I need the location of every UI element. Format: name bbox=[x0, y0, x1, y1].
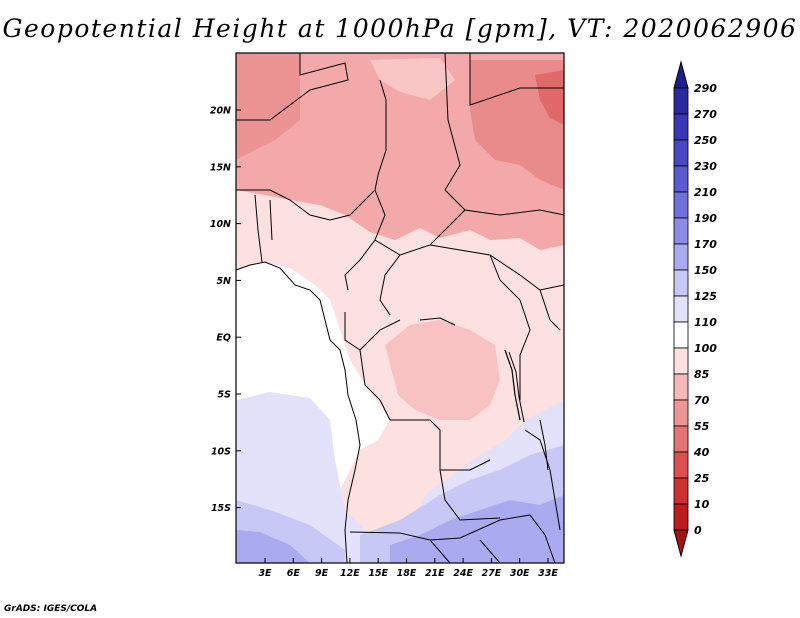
colorbar-label: 150 bbox=[694, 264, 717, 277]
lat-label: 10S bbox=[211, 446, 231, 457]
colorbar-label: 85 bbox=[694, 368, 710, 381]
height-field-shading bbox=[236, 53, 564, 563]
country-borders bbox=[236, 53, 564, 563]
lat-label: 15S bbox=[211, 503, 231, 514]
chart-title: Geopotential Height at 1000hPa [gpm], VT… bbox=[2, 14, 798, 43]
colorbar-label: 0 bbox=[694, 524, 702, 537]
colorbar-bin bbox=[673, 477, 689, 505]
colorbar-bin bbox=[673, 321, 689, 349]
coastline bbox=[236, 261, 549, 563]
lon-label: 12E bbox=[340, 568, 360, 579]
lon-label: 18E bbox=[397, 568, 417, 579]
colorbar-bin bbox=[673, 269, 689, 297]
colorbar-label: 100 bbox=[694, 342, 717, 355]
colorbar-bin bbox=[673, 217, 689, 245]
map-frame bbox=[235, 52, 565, 564]
colorbar-top-arrow bbox=[673, 60, 689, 89]
lon-label: 9E bbox=[315, 568, 329, 579]
field-40-northeast bbox=[535, 70, 564, 125]
lon-label: 3E bbox=[258, 568, 272, 579]
field-85-north-patch bbox=[370, 58, 455, 100]
colorbar-label: 55 bbox=[694, 420, 710, 433]
lat-label: 5S bbox=[218, 390, 232, 401]
lon-label: 6E bbox=[287, 568, 301, 579]
lat-label: 10N bbox=[210, 219, 231, 230]
longitude-axis: 3E 6E 9E 12E 15E 18E 21E 24E 27E 30E 33E bbox=[258, 558, 558, 579]
field-55-north bbox=[236, 53, 300, 160]
latitude-axis: 20N 15N 10N 5N EQ 5S 10S 15S bbox=[210, 106, 241, 514]
colorbar-bin bbox=[673, 451, 689, 479]
colorbar-bin bbox=[673, 347, 689, 375]
lon-label: 24E bbox=[453, 568, 473, 579]
colorbar-bin bbox=[673, 295, 689, 323]
colorbar-label: 70 bbox=[694, 394, 710, 407]
colorbar-bin bbox=[673, 373, 689, 401]
colorbar-bin bbox=[673, 113, 689, 141]
colorbar-bin bbox=[673, 87, 689, 115]
colorbar-label: 10 bbox=[694, 498, 710, 511]
lat-label: 5N bbox=[216, 276, 231, 287]
colorbar-bin bbox=[673, 139, 689, 167]
colorbar-bottom-arrow bbox=[673, 529, 689, 558]
colorbar-label: 270 bbox=[694, 108, 717, 121]
lat-label: EQ bbox=[216, 333, 231, 344]
colorbar-bin bbox=[673, 165, 689, 193]
colorbar-label: 230 bbox=[694, 160, 717, 173]
colorbar-label: 110 bbox=[694, 316, 717, 329]
colorbar-bin bbox=[673, 243, 689, 271]
colorbar-label: 25 bbox=[694, 472, 710, 485]
lon-label: 30E bbox=[510, 568, 530, 579]
colorbar-bin bbox=[673, 191, 689, 219]
lon-label: 33E bbox=[538, 568, 558, 579]
colorbar: 2902702502302101901701501251101008570554… bbox=[673, 60, 717, 558]
colorbar-label: 190 bbox=[694, 212, 717, 225]
colorbar-bin bbox=[673, 425, 689, 453]
colorbar-bin bbox=[673, 503, 689, 531]
lon-label: 27E bbox=[482, 568, 502, 579]
colorbar-label: 250 bbox=[694, 134, 717, 147]
lat-label: 20N bbox=[210, 106, 231, 117]
colorbar-label: 290 bbox=[694, 82, 717, 95]
lon-label: 15E bbox=[368, 568, 388, 579]
grads-credit: GrADS: IGES/COLA bbox=[4, 604, 98, 614]
field-190-southwest bbox=[236, 530, 310, 563]
lat-label: 15N bbox=[210, 162, 231, 173]
colorbar-label: 125 bbox=[694, 290, 717, 303]
field-170-southeast bbox=[390, 495, 564, 563]
colorbar-label: 170 bbox=[694, 238, 717, 251]
colorbar-label: 40 bbox=[693, 446, 710, 459]
colorbar-label: 210 bbox=[694, 186, 717, 199]
field-85-congo bbox=[385, 320, 500, 420]
lon-label: 21E bbox=[425, 568, 445, 579]
colorbar-bin bbox=[673, 399, 689, 427]
